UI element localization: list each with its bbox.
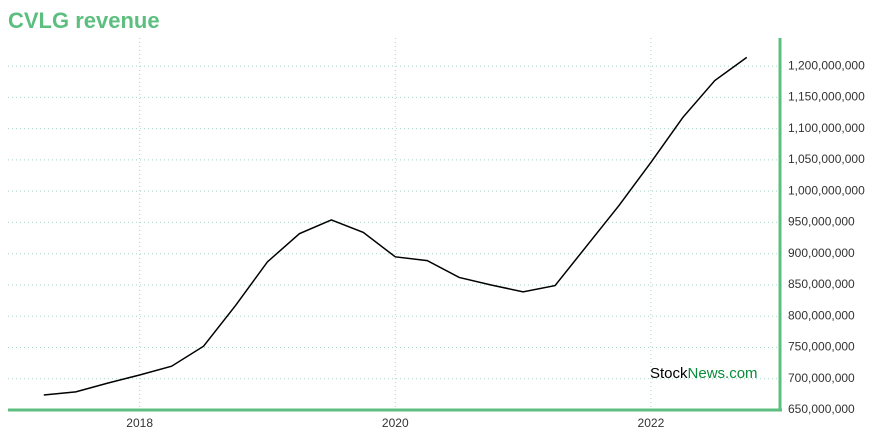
y-tick-label: 900,000,000 xyxy=(788,246,855,260)
y-tick-label: 1,100,000,000 xyxy=(788,121,865,135)
y-tick-label: 800,000,000 xyxy=(788,308,855,322)
y-tick-label: 650,000,000 xyxy=(788,402,855,416)
watermark: StockNews.com xyxy=(650,365,758,382)
watermark-part: News.com xyxy=(688,365,758,382)
y-tick-label: 1,050,000,000 xyxy=(788,152,865,166)
y-tick-label: 1,150,000,000 xyxy=(788,90,865,104)
x-tick-label: 2018 xyxy=(126,416,153,430)
x-tick-label: 2020 xyxy=(382,416,409,430)
y-tick-label: 1,000,000,000 xyxy=(788,183,865,197)
chart-title: CVLG revenue xyxy=(8,8,160,33)
x-tick-label: 2022 xyxy=(638,416,665,430)
y-tick-label: 1,200,000,000 xyxy=(788,58,865,72)
y-tick-label: 750,000,000 xyxy=(788,340,855,354)
watermark-part: Stock xyxy=(650,365,688,382)
line xyxy=(43,56,748,396)
y-tick-label: 850,000,000 xyxy=(788,277,855,291)
y-tick-label: 950,000,000 xyxy=(788,215,855,229)
y-tick-label: 700,000,000 xyxy=(788,371,855,385)
